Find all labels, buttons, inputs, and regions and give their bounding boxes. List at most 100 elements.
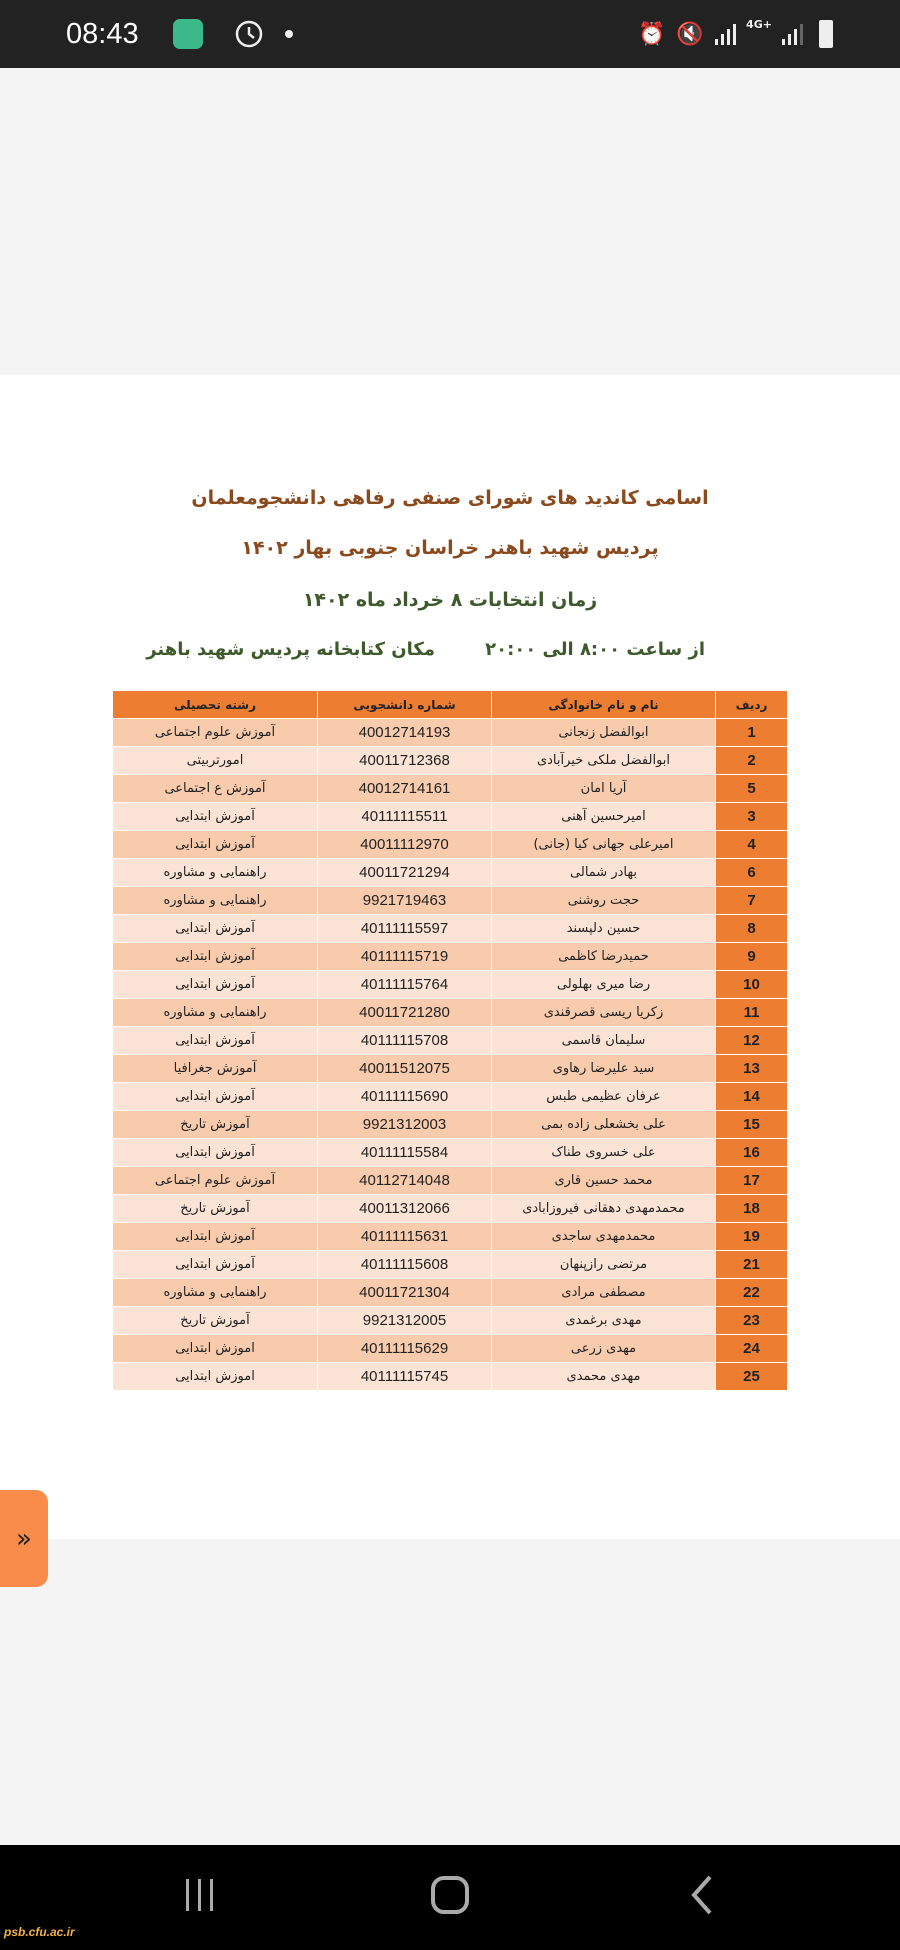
cell-student-id: 40111115629 — [317, 1334, 492, 1363]
election-time: از ساعت ۸:۰۰ الی ۲۰:۰۰ — [485, 639, 705, 660]
cell-student-id: 40012714193 — [317, 718, 492, 747]
cell-field: آموزش ابتدایی — [112, 1222, 318, 1251]
cell-field: آموزش ابتدایی — [112, 802, 318, 831]
cell-student-id: 9921312003 — [317, 1110, 492, 1139]
table-row: 16 علی خسروی طناک 40111115584 آموزش ابتدایی — [112, 1138, 788, 1167]
cell-name: مهدی زرعی — [491, 1334, 716, 1363]
cell-name: سید علیرضا رهاوی — [491, 1054, 716, 1083]
cell-rank: 11 — [715, 998, 788, 1027]
home-button[interactable] — [428, 1873, 472, 1917]
cell-rank: 2 — [715, 746, 788, 775]
cell-name: محمدمهدی دهقانی فیروزابادی — [491, 1194, 716, 1223]
cell-student-id: 40111115584 — [317, 1138, 492, 1167]
cell-student-id: 40011712368 — [317, 746, 492, 775]
cell-name: آریا امان — [491, 774, 716, 803]
cell-name: حجت روشنی — [491, 886, 716, 915]
back-button[interactable] — [684, 1873, 720, 1917]
cell-rank: 8 — [715, 914, 788, 943]
header-name: نام و نام خانوادگی — [491, 690, 716, 719]
cell-field: آموزش ابتدایی — [112, 1026, 318, 1055]
side-panel-toggle-button[interactable]: » — [0, 1490, 48, 1587]
cell-field: راهنمایی و مشاوره — [112, 886, 318, 915]
table-row: 10 رضا میری بهلولی 40111115764 آموزش ابتدای… — [112, 970, 788, 999]
cell-student-id: 9921719463 — [317, 886, 492, 915]
network-type-icon: 4G+ — [746, 18, 772, 31]
alarm-icon: ⏰ — [638, 21, 666, 47]
cell-student-id: 9921312005 — [317, 1306, 492, 1335]
cell-field: آموزش ابتدایی — [112, 942, 318, 971]
notification-dot-icon — [283, 18, 295, 50]
cell-name: بهادر شمالی — [491, 858, 716, 887]
table-row: 21 مرتضی رازپنهان 40111115608 آموزش ابتدایی — [112, 1250, 788, 1279]
table-row: 13 سید علیرضا رهاوی 40011512075 آموزش جغراف… — [112, 1054, 788, 1083]
cell-name: مرتضی رازپنهان — [491, 1250, 716, 1279]
cell-field: آموزش تاریخ — [112, 1110, 318, 1139]
cell-field: اموزش ابتدایی — [112, 1334, 318, 1363]
cell-student-id: 40111115631 — [317, 1222, 492, 1251]
cell-student-id: 40111115511 — [317, 802, 492, 831]
cell-student-id: 40111115690 — [317, 1082, 492, 1111]
cell-name: سلیمان قاسمی — [491, 1026, 716, 1055]
cell-field: آموزش ع اجتماعی — [112, 774, 318, 803]
cell-name: مصطفی مرادی — [491, 1278, 716, 1307]
cell-name: امیرعلی جهانی کیا (جانی) — [491, 830, 716, 859]
recent-apps-button[interactable] — [180, 1873, 220, 1917]
cell-field: آموزش جغرافیا — [112, 1054, 318, 1083]
cell-rank: 14 — [715, 1082, 788, 1111]
document-subtitle: پردیس شهید باهنر خراسان جنوبی بهار ۱۴۰۲ — [241, 537, 659, 559]
cell-field: آموزش ابتدایی — [112, 914, 318, 943]
cell-student-id: 40111115745 — [317, 1362, 492, 1391]
table-row: 23 مهدی برغمدی 9921312005 آموزش تاریخ — [112, 1306, 788, 1335]
candidates-table: ردیف نام و نام خانوادگی شماره دانشجویی ر… — [112, 690, 788, 1391]
cell-student-id: 40111115764 — [317, 970, 492, 999]
document-image: اسامی کاندید های شورای صنفی رفاهی دانشجو… — [0, 375, 900, 1539]
header-field: رشته تحصیلی — [112, 690, 318, 719]
cell-rank: 4 — [715, 830, 788, 859]
page-background-top — [0, 68, 900, 375]
cell-student-id: 40011721304 — [317, 1278, 492, 1307]
cell-name: مهدی محمدی — [491, 1362, 716, 1391]
cell-field: راهنمایی و مشاوره — [112, 858, 318, 887]
cell-student-id: 40111115597 — [317, 914, 492, 943]
table-row: 1 ابوالفضل زنجانی 40012714193 آموزش علوم اج… — [112, 718, 788, 747]
cell-name: امیرحسین آهنی — [491, 802, 716, 831]
cell-rank: 10 — [715, 970, 788, 999]
cell-student-id: 40112714048 — [317, 1166, 492, 1195]
cell-name: مهدی برغمدی — [491, 1306, 716, 1335]
table-row: 4 امیرعلی جهانی کیا (جانی) 40011112970 آموز… — [112, 830, 788, 859]
cell-rank: 19 — [715, 1222, 788, 1251]
cell-rank: 22 — [715, 1278, 788, 1307]
cell-name: علی خسروی طناک — [491, 1138, 716, 1167]
cell-student-id: 40012714161 — [317, 774, 492, 803]
double-chevron-right-icon: » — [16, 1523, 32, 1554]
table-row: 9 حمیدرضا کاظمی 40111115719 آموزش ابتدایی — [112, 942, 788, 971]
table-row: 22 مصطفی مرادی 40011721304 راهنمایی و مشاور… — [112, 1278, 788, 1307]
table-row: 18 محمدمهدی دهقانی فیروزابادی 40011312066 آ… — [112, 1194, 788, 1223]
gallery-app-icon — [171, 18, 205, 50]
cell-rank: 25 — [715, 1362, 788, 1391]
cell-rank: 6 — [715, 858, 788, 887]
cell-field: امورتربیتی — [112, 746, 318, 775]
cell-rank: 21 — [715, 1250, 788, 1279]
cell-field: آموزش ابتدایی — [112, 970, 318, 999]
table-row: 7 حجت روشنی 9921719463 راهنمایی و مشاوره — [112, 886, 788, 915]
table-header-row: ردیف نام و نام خانوادگی شماره دانشجویی ر… — [112, 690, 788, 719]
cell-field: آموزش علوم اجتماعی — [112, 1166, 318, 1195]
header-student-id: شماره دانشجویی — [317, 690, 492, 719]
table-row: 14 عرفان عظیمی طبس 40111115690 آموزش ابتدای… — [112, 1082, 788, 1111]
table-row: 15 علی بخشعلی زاده بمی 9921312003 آموزش تار… — [112, 1110, 788, 1139]
header-rank: ردیف — [715, 690, 788, 719]
cell-rank: 17 — [715, 1166, 788, 1195]
table-row: 24 مهدی زرعی 40111115629 اموزش ابتدایی — [112, 1334, 788, 1363]
cell-name: محمدمهدی ساجدی — [491, 1222, 716, 1251]
watermark: psb.cfu.ac.ir — [4, 1925, 75, 1939]
cell-name: ابوالفضل ملکی خیرآبادی — [491, 746, 716, 775]
cell-name: حسین دلپسند — [491, 914, 716, 943]
cell-rank: 16 — [715, 1138, 788, 1167]
cell-field: راهنمایی و مشاوره — [112, 998, 318, 1027]
cell-field: آموزش ابتدایی — [112, 830, 318, 859]
signal-icon-2 — [780, 18, 804, 50]
cell-name: علی بخشعلی زاده بمی — [491, 1110, 716, 1139]
cell-field: اموزش ابتدایی — [112, 1362, 318, 1391]
clock: 08:43 — [66, 18, 139, 50]
